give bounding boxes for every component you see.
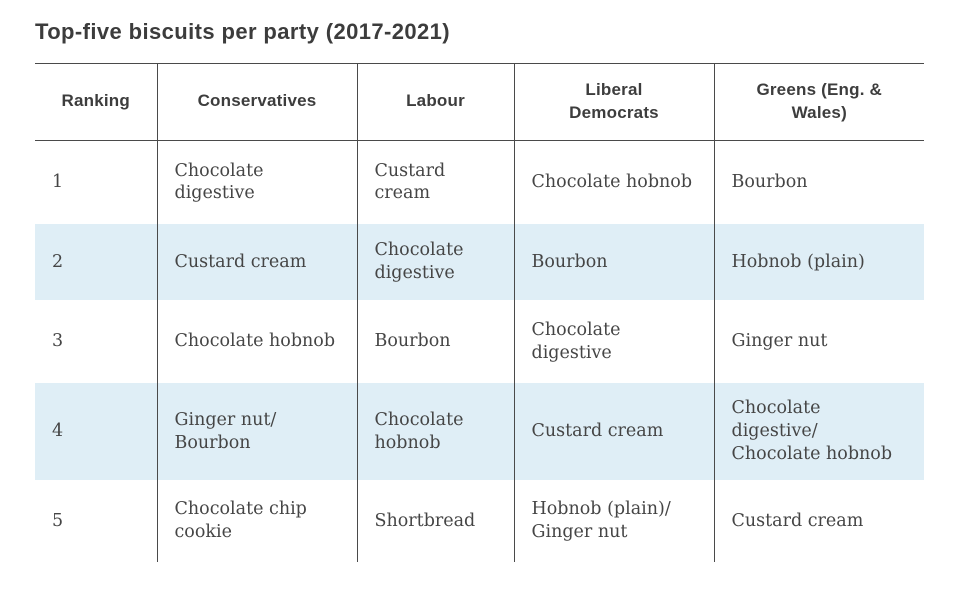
- biscuit-cell: Chocolate hobnob: [156, 300, 357, 383]
- biscuit-table: Ranking Conservatives Labour Liberal Dem…: [35, 62, 924, 562]
- biscuit-cell: Bourbon: [513, 224, 714, 300]
- biscuit-cell: Chocolate digestive/ Chocolate hobnob: [713, 383, 924, 480]
- column-header-liberal-democrats: Liberal Democrats: [513, 62, 714, 141]
- ranking-cell: 1: [52, 171, 64, 192]
- table-row: 2 Custard cream Chocolate digestive Bour…: [35, 224, 924, 300]
- header-row: Ranking Conservatives Labour Liberal Dem…: [35, 62, 924, 141]
- biscuit-cell: Bourbon: [713, 140, 924, 224]
- ranking-cell: 2: [52, 251, 64, 272]
- biscuit-cell: Chocolate digestive: [513, 300, 714, 383]
- biscuit-cell: Custard cream: [513, 383, 714, 480]
- biscuit-cell: Shortbread: [356, 480, 514, 562]
- table-row: 5 Chocolate chip cookie Shortbread Hobno…: [35, 480, 924, 562]
- ranking-cell: 3: [52, 331, 64, 352]
- biscuit-cell: Custard cream: [356, 140, 514, 224]
- biscuit-ranking-page: Top-five biscuits per party (2017-2021) …: [35, 19, 924, 562]
- table-row: 1 Chocolate digestive Custard cream Choc…: [35, 140, 924, 224]
- biscuit-cell: Chocolate hobnob: [356, 383, 514, 480]
- biscuit-cell: Custard cream: [713, 480, 924, 562]
- ranking-cell: 4: [52, 421, 64, 442]
- biscuit-cell: Chocolate hobnob: [513, 140, 714, 224]
- biscuit-cell: Ginger nut/ Bourbon: [156, 383, 357, 480]
- biscuit-cell: Hobnob (plain)/ Ginger nut: [513, 480, 714, 562]
- biscuit-cell: Chocolate digestive: [356, 224, 514, 300]
- column-header-ranking: Ranking: [35, 62, 157, 141]
- biscuit-cell: Hobnob (plain): [713, 224, 924, 300]
- column-header-labour: Labour: [356, 62, 514, 141]
- table-row: 4 Ginger nut/ Bourbon Chocolate hobnob C…: [35, 383, 924, 480]
- biscuit-cell: Chocolate chip cookie: [156, 480, 357, 562]
- biscuit-cell: Ginger nut: [713, 300, 924, 383]
- biscuit-cell: Custard cream: [156, 224, 357, 300]
- page-title: Top-five biscuits per party (2017-2021): [35, 19, 450, 44]
- column-header-greens: Greens (Eng. & Wales): [713, 62, 924, 141]
- biscuit-cell: Chocolate digestive: [156, 140, 357, 224]
- table-row: 3 Chocolate hobnob Bourbon Chocolate dig…: [35, 300, 924, 383]
- column-header-conservatives: Conservatives: [156, 62, 357, 141]
- ranking-cell: 5: [52, 510, 64, 531]
- biscuit-cell: Bourbon: [356, 300, 514, 383]
